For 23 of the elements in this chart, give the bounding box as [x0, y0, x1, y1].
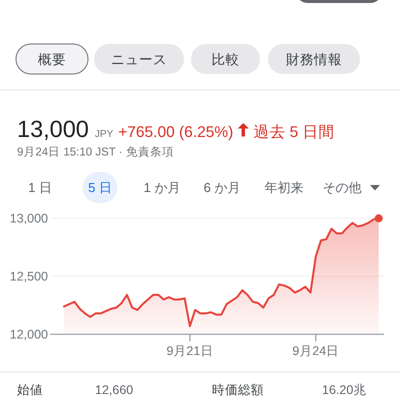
- y-tick-label: 12,500: [10, 270, 48, 284]
- text: その他: [322, 180, 362, 195]
- text: 12,660: [95, 383, 134, 397]
- text: 1 日: [28, 180, 52, 195]
- text: 過去 5 日間: [253, 123, 335, 141]
- tab: ニュース: [94, 44, 184, 74]
- text: 6 か月: [204, 180, 240, 195]
- text: 1 か月: [144, 180, 180, 195]
- tab: 概要: [16, 44, 88, 74]
- text: +765.00 (6.25%): [118, 124, 234, 141]
- tab: 比較: [191, 44, 260, 74]
- x-tick-label: 9月24日: [292, 344, 340, 358]
- text: 16.20兆: [322, 383, 366, 397]
- text: 5 日: [88, 180, 112, 195]
- tab: 財務情報: [268, 44, 360, 74]
- chart-subtitle: 9月24日 15:10 JST · 免責条項: [17, 146, 174, 158]
- y-tick-label: 12,000: [10, 328, 48, 342]
- y-tick-label: 13,000: [10, 212, 48, 226]
- text: 始値: [17, 383, 43, 397]
- text: 年初来: [264, 180, 304, 195]
- x-tick-label: 9月21日: [166, 344, 214, 358]
- text: JPY: [94, 129, 114, 140]
- text: 時価総額: [212, 383, 264, 397]
